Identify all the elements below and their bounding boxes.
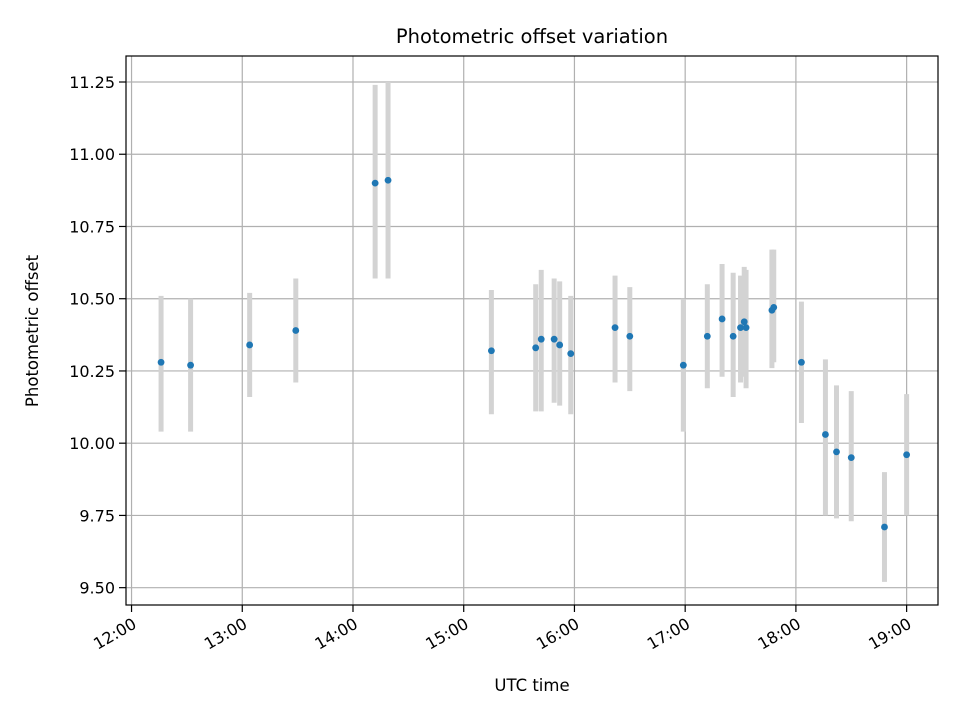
y-axis: 9.50 9.75 10.00 10.25 10.50 10.75 11.00 11.25: [69, 73, 126, 598]
y-axis-label: Photometric offset: [23, 254, 42, 407]
data-point: [292, 327, 300, 334]
data-point: [611, 324, 619, 332]
data-point: [742, 324, 750, 332]
data-point: [833, 448, 840, 456]
y-tick-label: 10.75: [69, 217, 115, 236]
data-point: [537, 335, 545, 343]
y-tick-label: 10.50: [69, 290, 115, 309]
y-tick-label: 11.25: [69, 73, 115, 92]
chart-title: Photometric offset variation: [396, 25, 668, 48]
data-point: [626, 332, 634, 340]
data-point: [567, 350, 575, 358]
data-point: [737, 324, 744, 332]
data-point: [187, 361, 194, 369]
y-tick-label: 10.00: [69, 434, 115, 453]
data-point: [703, 332, 711, 340]
data-point: [903, 451, 911, 459]
data-point: [881, 523, 888, 531]
data-point: [679, 361, 687, 369]
data-point: [718, 315, 726, 323]
data-point: [488, 347, 495, 355]
data-point: [770, 303, 778, 311]
data-point: [532, 344, 540, 352]
plot-frame: [125, 55, 939, 606]
data-points: [157, 176, 911, 531]
y-tick-label: 10.25: [69, 362, 115, 381]
y-tick-label: 9.50: [79, 579, 115, 598]
data-point: [246, 341, 254, 349]
data-point: [847, 454, 855, 462]
data-point: [740, 318, 748, 326]
data-point: [157, 358, 165, 366]
data-point: [556, 341, 564, 349]
x-axis-label: UTC time: [494, 676, 569, 695]
data-point: [550, 335, 558, 343]
data-point: [371, 179, 379, 187]
data-point: [798, 358, 805, 366]
data-point: [822, 431, 829, 438]
y-tick-label: 11.00: [69, 145, 115, 164]
y-tick-label: 9.75: [79, 506, 115, 525]
data-point: [384, 176, 392, 184]
data-point: [729, 332, 737, 340]
